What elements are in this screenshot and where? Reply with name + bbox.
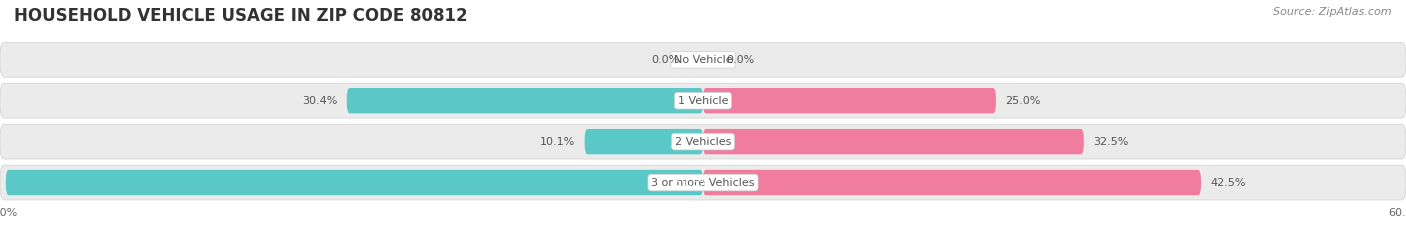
FancyBboxPatch shape (703, 170, 1201, 195)
Text: 2 Vehicles: 2 Vehicles (675, 137, 731, 147)
Text: Source: ZipAtlas.com: Source: ZipAtlas.com (1274, 7, 1392, 17)
Text: 25.0%: 25.0% (1005, 96, 1040, 106)
Text: 59.5%: 59.5% (673, 178, 709, 188)
Text: 10.1%: 10.1% (540, 137, 575, 147)
FancyBboxPatch shape (585, 129, 703, 154)
Text: 42.5%: 42.5% (1211, 178, 1246, 188)
FancyBboxPatch shape (703, 129, 1084, 154)
FancyBboxPatch shape (347, 88, 703, 113)
Text: HOUSEHOLD VEHICLE USAGE IN ZIP CODE 80812: HOUSEHOLD VEHICLE USAGE IN ZIP CODE 8081… (14, 7, 468, 25)
FancyBboxPatch shape (0, 124, 1406, 159)
Text: 0.0%: 0.0% (727, 55, 755, 65)
FancyBboxPatch shape (0, 42, 1406, 77)
FancyBboxPatch shape (6, 170, 703, 195)
Text: No Vehicle: No Vehicle (673, 55, 733, 65)
Text: 0.0%: 0.0% (651, 55, 679, 65)
Text: 1 Vehicle: 1 Vehicle (678, 96, 728, 106)
Text: 3 or more Vehicles: 3 or more Vehicles (651, 178, 755, 188)
Text: 32.5%: 32.5% (1094, 137, 1129, 147)
FancyBboxPatch shape (0, 165, 1406, 200)
FancyBboxPatch shape (0, 83, 1406, 118)
FancyBboxPatch shape (703, 88, 995, 113)
Text: 30.4%: 30.4% (302, 96, 337, 106)
